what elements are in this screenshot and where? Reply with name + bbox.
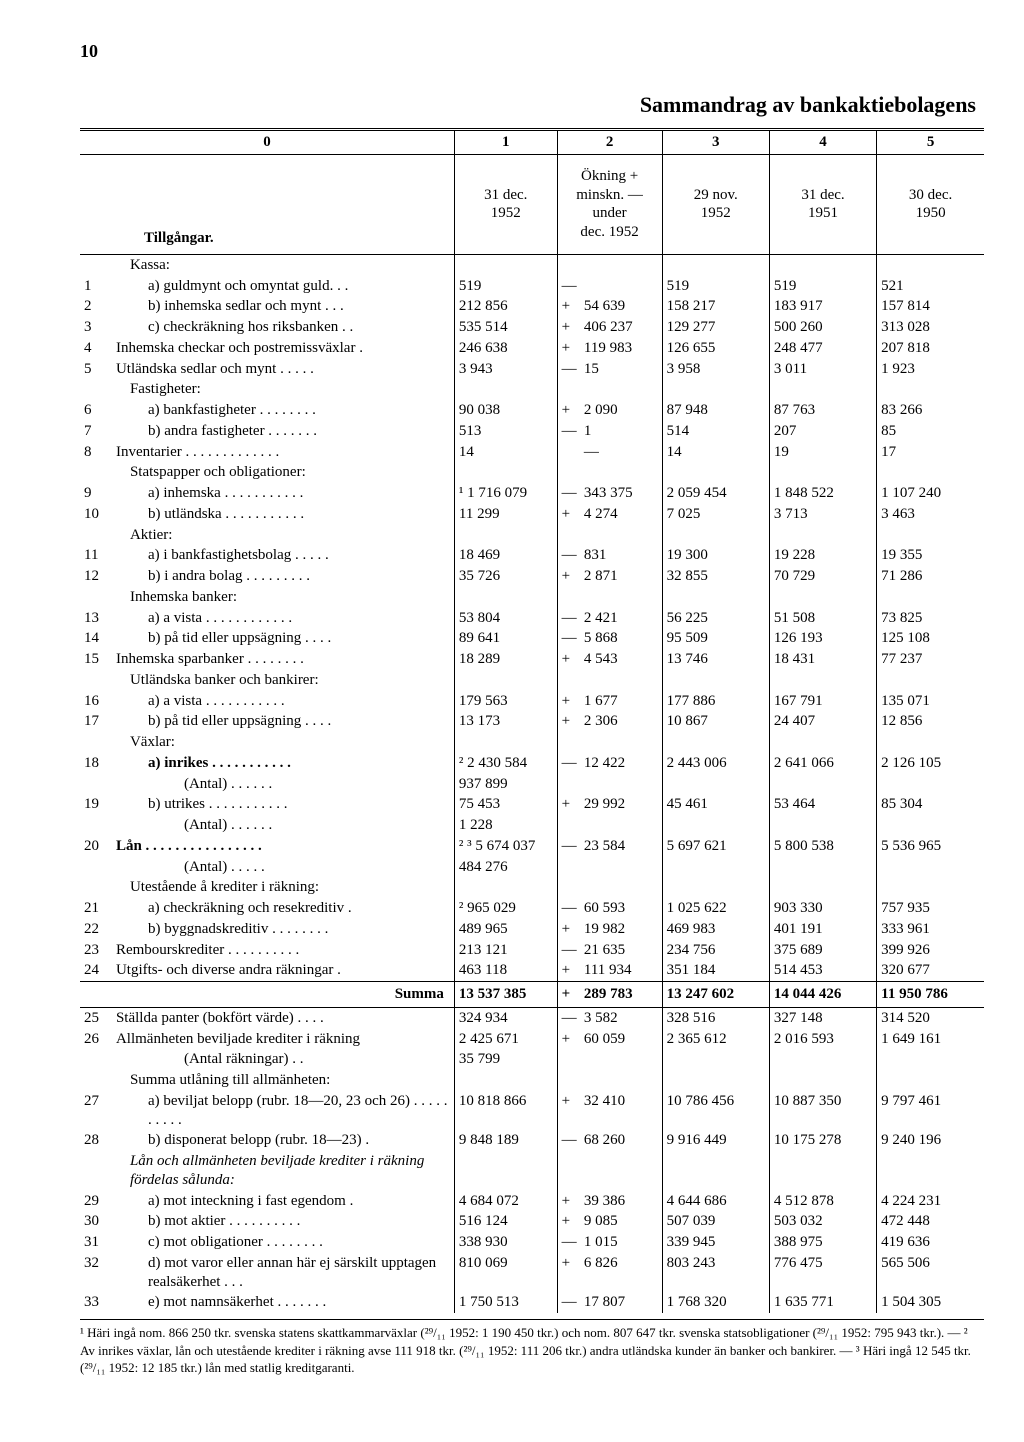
table-row: 25Ställda panter (bokfört värde) . . . .… bbox=[80, 1007, 984, 1028]
col-0: 0 bbox=[80, 130, 454, 155]
hdr-c3: 29 nov. 1952 bbox=[662, 154, 769, 254]
table-row: (Antal) . . . . . 484 276 bbox=[80, 857, 984, 878]
hdr-c4: 31 dec. 1951 bbox=[769, 154, 876, 254]
table-row: 4Inhemska checkar och postremissväxlar .… bbox=[80, 338, 984, 359]
section-vaxlar: Växlar: bbox=[112, 732, 454, 753]
table-row: (Antal) . . . . . . 937 899 bbox=[80, 774, 984, 795]
table-row: 5Utländska sedlar och mynt . . . . . 3 9… bbox=[80, 359, 984, 380]
table-row: 23Rembourskrediter . . . . . . . . . . 2… bbox=[80, 940, 984, 961]
section-lan-allmanheten: Lån och allmänheten beviljade krediter i… bbox=[112, 1151, 454, 1191]
table-row: 7b) andra fastigheter . . . . . . . 513—… bbox=[80, 421, 984, 442]
tillgangar-heading: Tillgångar. bbox=[84, 230, 214, 246]
col-1: 1 bbox=[454, 130, 557, 155]
col-4: 4 bbox=[769, 130, 876, 155]
col-3: 3 bbox=[662, 130, 769, 155]
table-row: 24Utgifts- och diverse andra räkningar .… bbox=[80, 960, 984, 981]
section-utestaende: Utestående å krediter i räkning: bbox=[112, 877, 454, 898]
table-row: 11a) i bankfastighetsbolag . . . . . 18 … bbox=[80, 545, 984, 566]
table-row: 17b) på tid eller uppsägning . . . . 13 … bbox=[80, 711, 984, 732]
table-row: 8Inventarier . . . . . . . . . . . . . 1… bbox=[80, 442, 984, 463]
table-row: 31c) mot obligationer . . . . . . . . 33… bbox=[80, 1232, 984, 1253]
table-row: 9a) inhemska . . . . . . . . . . . ¹ 1 7… bbox=[80, 483, 984, 504]
table-row: 6a) bankfastigheter . . . . . . . . 90 0… bbox=[80, 400, 984, 421]
table-row: 1a) guldmynt och omyntat guld. . . 519— … bbox=[80, 276, 984, 297]
table-row: 33e) mot namnsäkerhet . . . . . . . 1 75… bbox=[80, 1292, 984, 1313]
hdr-c5: 30 dec. 1950 bbox=[877, 154, 984, 254]
table-row: 15Inhemska sparbanker . . . . . . . . 18… bbox=[80, 649, 984, 670]
table-row: 13a) a vista . . . . . . . . . . . . 53 … bbox=[80, 608, 984, 629]
section-statspapper: Statspapper och obligationer: bbox=[112, 462, 454, 483]
section-kassa: Kassa: bbox=[112, 255, 454, 276]
table-row: 28b) disponerat belopp (rubr. 18—23) . 9… bbox=[80, 1130, 984, 1151]
table-row: (Antal) . . . . . . 1 228 bbox=[80, 815, 984, 836]
section-summa-utlaning: Summa utlåning till allmänheten: bbox=[112, 1070, 454, 1091]
table-row: 19b) utrikes . . . . . . . . . . . 75 45… bbox=[80, 794, 984, 815]
table-row: 10b) utländska . . . . . . . . . . . 11 … bbox=[80, 504, 984, 525]
table-row: 3c) checkräkning hos riksbanken . . 535 … bbox=[80, 317, 984, 338]
summa-row: Summa 13 537 385+289 783 13 247 60214 04… bbox=[80, 982, 984, 1008]
table-row: (Antal räkningar) . . 35 799 bbox=[80, 1049, 984, 1070]
table-row: 20Lån . . . . . . . . . . . . . . . . ² … bbox=[80, 836, 984, 857]
page-number: 10 bbox=[80, 40, 984, 63]
footnotes: ¹ Häri ingå nom. 866 250 tkr. svenska st… bbox=[80, 1319, 984, 1377]
section-aktier: Aktier: bbox=[112, 525, 454, 546]
table-row: 18a) inrikes . . . . . . . . . . . ² 2 4… bbox=[80, 753, 984, 774]
table-row: 2b) inhemska sedlar och mynt . . . 212 8… bbox=[80, 296, 984, 317]
hdr-c1: 31 dec. 1952 bbox=[454, 154, 557, 254]
hdr-c2: Ökning + minskn. — under dec. 1952 bbox=[557, 154, 662, 254]
table-row: 27a) beviljat belopp (rubr. 18—20, 23 oc… bbox=[80, 1091, 984, 1131]
table-row: 16a) a vista . . . . . . . . . . . 179 5… bbox=[80, 691, 984, 712]
col-5: 5 bbox=[877, 130, 984, 155]
table-row: 22b) byggnadskreditiv . . . . . . . . 48… bbox=[80, 919, 984, 940]
section-utlandska-banker: Utländska banker och bankirer: bbox=[112, 670, 454, 691]
page-title: Sammandrag av bankaktiebolagens bbox=[80, 91, 984, 119]
section-inhemska-banker: Inhemska banker: bbox=[112, 587, 454, 608]
col-2: 2 bbox=[557, 130, 662, 155]
table-row: 30b) mot aktier . . . . . . . . . . 516 … bbox=[80, 1211, 984, 1232]
table-row: 14b) på tid eller uppsägning . . . . 89 … bbox=[80, 628, 984, 649]
section-fastigheter: Fastigheter: bbox=[112, 379, 454, 400]
table-row: 32d) mot varor eller annan här ej särski… bbox=[80, 1253, 984, 1293]
table-row: 21a) checkräkning och resekreditiv . ² 9… bbox=[80, 898, 984, 919]
table-row: 26Allmänheten beviljade krediter i räkni… bbox=[80, 1029, 984, 1050]
assets-table: 0 1 2 3 4 5 Tillgångar. 31 dec. 1952 Ökn… bbox=[80, 128, 984, 1313]
table-row: 12b) i andra bolag . . . . . . . . . 35 … bbox=[80, 566, 984, 587]
table-row: 29a) mot inteckning i fast egendom . 4 6… bbox=[80, 1191, 984, 1212]
